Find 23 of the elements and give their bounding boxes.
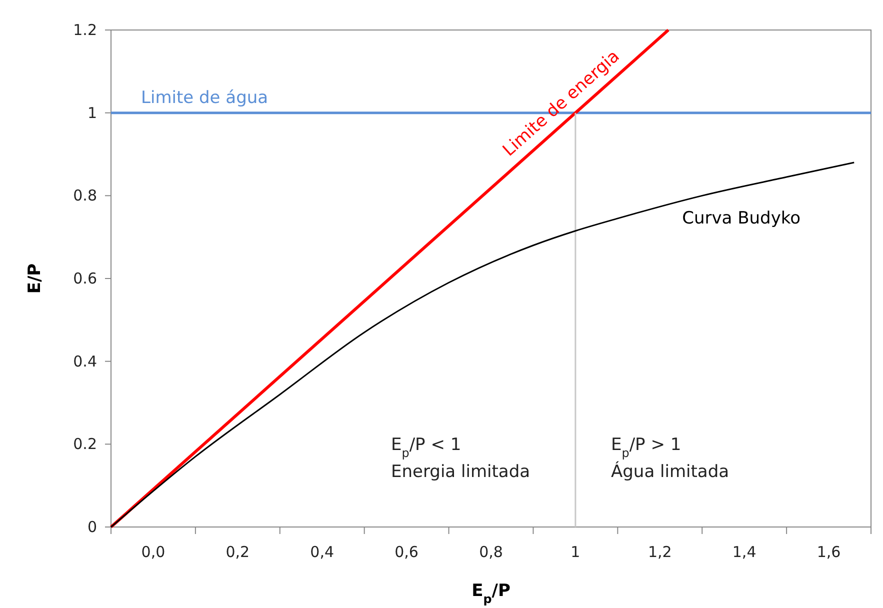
- y-tick-label: 0.2: [73, 435, 97, 454]
- x-tick-label: 0,0: [141, 543, 166, 561]
- x-tick-label: 0,8: [479, 543, 503, 561]
- y-axis-title: E/P: [25, 263, 45, 294]
- annotation: E$_{p}$/P < 1 Energia limitada: [391, 435, 530, 482]
- y-tick-label: 0: [87, 518, 97, 536]
- x-axis-title: E$_{p}$/P: [472, 581, 510, 606]
- x-tick-label: 0,6: [394, 543, 418, 561]
- y-tick-label: 0.8: [73, 186, 97, 205]
- ref-line-label: Limite de água: [141, 88, 268, 108]
- x-tick-label: 1,6: [816, 543, 841, 561]
- x-tick-label: 1,2: [648, 543, 672, 561]
- y-tick-label: 1.2: [73, 21, 97, 39]
- y-tick-label: 1: [87, 104, 97, 122]
- y-tick-label: 0.4: [73, 352, 97, 370]
- annotation: E$_{p}$/P > 1 Água limitada: [611, 435, 730, 482]
- line-series: [110, 162, 855, 528]
- x-tick-label: 1,4: [732, 543, 756, 561]
- series-label: Curva Budyko: [682, 208, 801, 229]
- x-tick-label: 0,2: [226, 543, 250, 561]
- x-tick-label: 0,4: [310, 543, 334, 561]
- x-tick-label: 1: [570, 543, 580, 561]
- y-tick-label: 0.6: [73, 270, 97, 288]
